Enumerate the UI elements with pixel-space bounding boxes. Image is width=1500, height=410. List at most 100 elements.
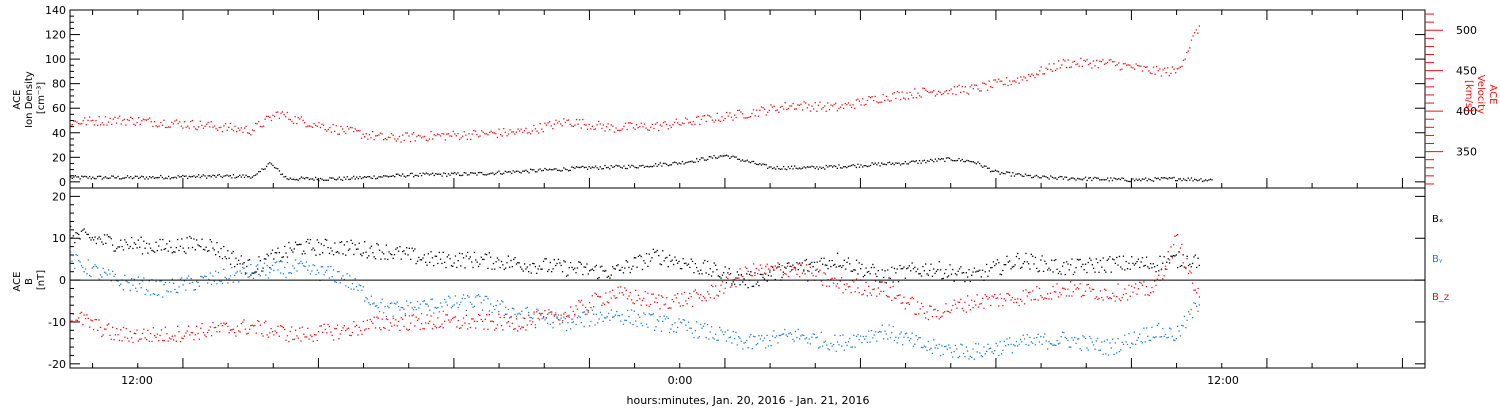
- velocity-point: [201, 124, 203, 127]
- b-bz-point: [1158, 274, 1160, 276]
- b-b-point: [313, 264, 316, 267]
- b-b-point: [911, 332, 913, 334]
- velocity-point: [346, 125, 348, 128]
- velocity-point: [1016, 77, 1019, 79]
- b-bz-point: [1045, 297, 1047, 300]
- b-b-point: [529, 316, 531, 319]
- b-bz-point: [236, 325, 238, 327]
- b-b-point: [903, 336, 905, 338]
- b-b-point: [1126, 343, 1129, 346]
- b-bz-point: [239, 331, 241, 333]
- b-bz-point: [250, 325, 252, 327]
- b-b-point: [740, 340, 742, 342]
- b-b-point: [999, 341, 1001, 343]
- b-b-point: [734, 337, 736, 340]
- b-b-point: [1047, 269, 1049, 271]
- b-b-point: [992, 352, 995, 355]
- b-b-point: [651, 314, 653, 316]
- b-bz-point: [912, 298, 915, 300]
- b-b-point: [456, 266, 458, 269]
- velocity-point: [768, 109, 770, 112]
- density-point: [130, 176, 132, 178]
- density-point: [348, 178, 350, 181]
- legend-bx: Bₓ: [1432, 214, 1443, 225]
- b-bz-point: [552, 321, 554, 324]
- b-b-point: [969, 355, 971, 357]
- b-bz-point: [663, 304, 665, 306]
- velocity-point: [1078, 65, 1080, 67]
- density-point: [1146, 180, 1148, 182]
- b-b-point: [1160, 336, 1163, 338]
- b-b-point: [1026, 334, 1028, 336]
- b-b-point: [332, 269, 335, 271]
- velocity-point: [979, 90, 981, 92]
- b-b-point: [952, 356, 954, 358]
- density-point: [316, 178, 318, 181]
- b-bz-point: [1116, 296, 1118, 298]
- b-bz-point: [360, 329, 362, 332]
- b-b-point: [794, 267, 797, 269]
- velocity-point: [175, 119, 178, 121]
- density-point: [202, 174, 205, 176]
- velocity-point: [387, 136, 389, 138]
- b-b-point: [553, 259, 555, 261]
- b-b-point: [1072, 273, 1074, 276]
- density-point: [876, 164, 878, 166]
- b-b-point: [281, 256, 283, 259]
- density-point: [629, 166, 631, 168]
- b-b-point: [174, 288, 176, 291]
- density-point: [639, 165, 641, 167]
- density-point: [822, 166, 824, 169]
- b-b-point: [763, 278, 766, 280]
- b-b-point: [198, 245, 200, 247]
- velocity-point: [862, 98, 864, 100]
- b-b-point: [342, 275, 344, 277]
- b-b-point: [391, 254, 393, 256]
- velocity-point: [762, 107, 764, 109]
- density-point: [465, 172, 467, 174]
- velocity-point: [1070, 66, 1072, 68]
- b-b-point: [655, 326, 657, 328]
- b-bz-point: [247, 332, 249, 334]
- b-b-point: [727, 272, 729, 274]
- b-bz-point: [1063, 287, 1065, 290]
- b-bz-point: [1029, 291, 1031, 293]
- b-bz-point: [392, 317, 394, 320]
- b-b-point: [210, 241, 213, 243]
- b-b-point: [1076, 338, 1079, 340]
- b-b-point: [807, 342, 809, 344]
- b-bz-point: [651, 293, 653, 295]
- b-b-point: [1036, 267, 1038, 270]
- b-bz-point: [1000, 297, 1003, 300]
- b-b-point: [1163, 335, 1165, 338]
- density-point: [677, 163, 679, 165]
- velocity-point: [517, 128, 519, 130]
- b-b-point: [668, 331, 671, 334]
- b-b-point: [587, 273, 589, 275]
- b-b-point: [796, 336, 798, 339]
- b-b-point: [1177, 266, 1179, 269]
- b-bz-point: [114, 334, 116, 336]
- b-b-point: [219, 256, 221, 258]
- density-point: [161, 176, 163, 179]
- velocity-point: [411, 133, 413, 135]
- density-point: [484, 174, 486, 176]
- b-bz-point: [1102, 299, 1104, 301]
- velocity-point: [888, 100, 891, 102]
- density-point: [787, 166, 789, 168]
- density-point: [673, 161, 676, 163]
- velocity-point: [582, 118, 584, 121]
- velocity-point: [1018, 82, 1020, 84]
- b-b-point: [99, 274, 102, 276]
- b-b-point: [597, 322, 599, 324]
- density-point: [925, 162, 927, 164]
- b-b-point: [969, 280, 971, 283]
- b-b-point: [1174, 255, 1176, 257]
- b-b-point: [515, 315, 518, 318]
- density-point: [811, 165, 813, 167]
- b-bz-point: [217, 325, 219, 327]
- b-b-point: [960, 266, 962, 268]
- b-b-point: [991, 266, 993, 269]
- density-point: [585, 166, 587, 168]
- b-b-point: [895, 272, 897, 274]
